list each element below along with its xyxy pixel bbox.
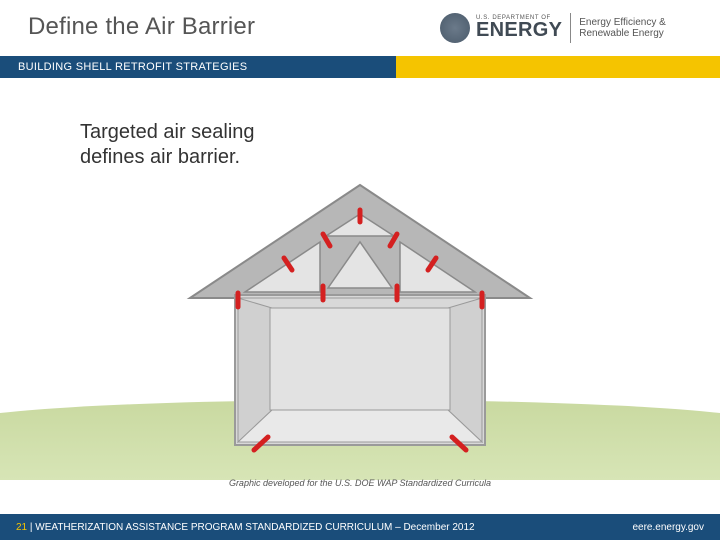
footer: 21 | WEATHERIZATION ASSISTANCE PROGRAM S… [0,514,720,540]
house-diagram [150,180,570,470]
house-scene [150,180,570,480]
sub-band-label: BUILDING SHELL RETROFIT STRATEGIES [0,61,247,73]
doe-seal-icon [440,13,470,43]
energy-wordmark: U.S. DEPARTMENT OF ENERGY [476,15,562,42]
doe-logo-block: U.S. DEPARTMENT OF ENERGY Energy Efficie… [440,8,710,48]
footer-left: 21 | WEATHERIZATION ASSISTANCE PROGRAM S… [16,522,475,533]
sub-band-yellow [396,56,720,78]
footer-program: WEATHERIZATION ASSISTANCE PROGRAM STANDA… [35,522,474,533]
body-line2: defines air barrier. [80,145,255,170]
sub-band: BUILDING SHELL RETROFIT STRATEGIES [0,56,720,78]
energy-label: ENERGY [476,19,562,42]
page-number: 21 [16,522,27,533]
footer-site: eere.energy.gov [632,522,704,533]
header: Define the Air Barrier U.S. DEPARTMENT O… [0,0,720,54]
divider [570,13,571,43]
slide-title: Define the Air Barrier [0,13,255,41]
sub-band-blue: BUILDING SHELL RETROFIT STRATEGIES [0,56,396,78]
body-text: Targeted air sealing defines air barrier… [80,120,255,170]
eere-line1: Energy Efficiency & [579,17,666,29]
body-line1: Targeted air sealing [80,120,255,145]
eere-label: Energy Efficiency & Renewable Energy [579,17,666,40]
slide: Define the Air Barrier U.S. DEPARTMENT O… [0,0,720,540]
graphic-caption: Graphic developed for the U.S. DOE WAP S… [0,478,720,488]
eere-line2: Renewable Energy [579,28,666,40]
